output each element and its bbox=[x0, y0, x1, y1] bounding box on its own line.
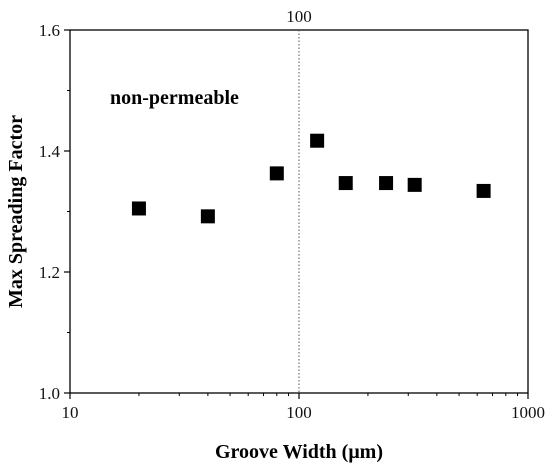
data-point bbox=[476, 183, 491, 198]
y-tick-label: 1.4 bbox=[39, 142, 61, 161]
y-tick-label: 1.6 bbox=[39, 21, 60, 40]
y-tick-label: 1.2 bbox=[39, 263, 60, 282]
y-axis-title: Max Spreading Factor bbox=[5, 115, 27, 308]
annotation-non-permeable: non-permeable bbox=[110, 87, 239, 109]
y-tick-label: 1.0 bbox=[39, 384, 60, 403]
data-point bbox=[310, 133, 325, 148]
x-tick-label: 10 bbox=[62, 403, 79, 422]
data-point bbox=[379, 176, 394, 191]
y-axis-ticks: 1.0 1.2 1.4 1.6 bbox=[39, 21, 70, 403]
x-tick-label: 100 bbox=[286, 403, 312, 422]
data-point bbox=[338, 176, 353, 191]
data-point bbox=[131, 201, 146, 216]
x-tick-label: 1000 bbox=[511, 403, 545, 422]
data-point bbox=[269, 166, 284, 181]
data-point bbox=[200, 209, 215, 224]
x-axis-ticks: 10 100 1000 bbox=[62, 393, 545, 422]
x-axis-title: Groove Width (μm) bbox=[215, 441, 383, 463]
data-point bbox=[407, 177, 422, 192]
data-points bbox=[131, 133, 491, 224]
reference-line-label: 100 bbox=[286, 7, 312, 26]
